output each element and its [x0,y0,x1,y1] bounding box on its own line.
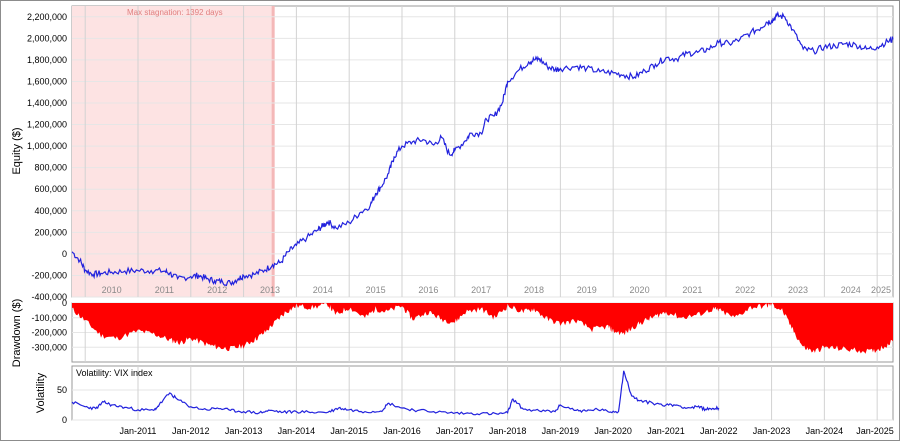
equity-y-tick-label: 1,800,000 [27,55,67,65]
stagnation-band [72,6,274,297]
volatility-panel: 0 50 Volatility: VIX index Volatility Jan… [35,365,894,436]
date-x-tick-label: Jan-2016 [383,426,421,436]
equity-year-label: 2022 [735,285,755,295]
equity-year-label: 2011 [155,285,174,295]
date-x-tick-label: Jan-2012 [172,426,210,436]
drawdown-y-tick-label: -200,000 [31,328,67,338]
drawdown-y-tick-label: 0 [62,298,67,308]
equity-year-label: 2014 [313,285,333,295]
equity-y-label: Equity ($) [11,127,23,174]
volatility-y-label: Volatility [35,372,47,413]
equity-y-tick-label: 600,000 [34,184,67,194]
equity-y-tick-label: -200,000 [31,270,67,280]
date-x-tick-label: Jan-2017 [436,426,474,436]
equity-y-tick-label: 2,200,000 [27,12,67,22]
equity-year-label: 2013 [260,285,280,295]
equity-y-tick-label: 1,000,000 [27,141,67,151]
volatility-y-tick-label: 50 [57,385,67,395]
drawdown-area [72,303,893,354]
date-x-tick-label: Jan-2020 [594,426,632,436]
drawdown-y-axis: 0 -100,000 -200,000 -300,000 [31,298,67,352]
date-x-tick-label: Jan-2018 [489,426,527,436]
equity-year-label: 2017 [471,285,491,295]
equity-y-tick-label: 1,200,000 [27,120,67,130]
volatility-line [71,370,720,416]
equity-year-label: 2012 [207,285,227,295]
equity-year-label: 2021 [682,285,702,295]
equity-y-tick-label: 200,000 [34,227,67,237]
volatility-plot-area [71,365,894,421]
volatility-y-axis: 0 50 [57,385,67,425]
volatility-legend: Volatility: VIX index [76,368,153,378]
equity-y-tick-label: -400,000 [31,292,67,302]
volatility-grid [72,366,893,421]
equity-panel: -400,000 -200,000 0 200,000 400,000 600,000 80… [11,5,894,302]
date-x-tick-label: Jan-2022 [700,426,738,436]
equity-y-tick-label: 0 [62,249,67,259]
equity-y-axis: -400,000 -200,000 0 200,000 400,000 600,000 80… [27,12,67,302]
date-x-tick-label: Jan-2025 [856,426,894,436]
equity-year-label: 2020 [630,285,650,295]
date-x-tick-label: Jan-2011 [120,426,157,436]
equity-year-label: 2015 [366,285,386,295]
date-x-tick-label: Jan-2014 [278,426,316,436]
date-x-tick-label: Jan-2024 [806,426,844,436]
equity-grid [72,6,893,298]
equity-y-tick-label: 2,000,000 [27,33,67,43]
drawdown-y-tick-label: -100,000 [31,313,67,323]
date-x-tick-label: Jan-2019 [542,426,580,436]
equity-year-label: 2025 [871,285,891,295]
equity-year-label: 2016 [418,285,438,295]
equity-y-tick-label: 1,600,000 [27,76,67,86]
date-x-tick-label: Jan-2023 [753,426,791,436]
date-x-tick-label: Jan-2021 [647,426,685,436]
date-x-axis: Jan-2011 Jan-2012 Jan-2013 Jan-2014 Jan-2015… [120,426,894,436]
equity-y-tick-label: 1,400,000 [27,98,67,108]
equity-year-label: 2018 [524,285,544,295]
equity-line [71,10,894,287]
equity-year-axis: 2010 2011 2012 2013 2014 2015 2016 2017 2018 2019… [102,285,891,295]
drawdown-y-tick-label: -300,000 [31,342,67,352]
equity-year-label: 2019 [577,285,597,295]
date-x-tick-label: Jan-2015 [330,426,368,436]
equity-year-label: 2024 [841,285,861,295]
equity-year-label: 2023 [788,285,808,295]
drawdown-panel: 0 -100,000 -200,000 -300,000 Drawdown ($) [11,298,894,367]
equity-y-tick-label: 400,000 [34,206,67,216]
drawdown-y-label: Drawdown ($) [11,299,23,367]
equity-y-tick-label: 800,000 [34,163,67,173]
volatility-y-tick-label: 0 [62,415,67,425]
stagnation-annotation: Max stagnation: 1392 days [127,8,223,17]
equity-year-label: 2010 [102,285,122,295]
date-x-tick-label: Jan-2013 [225,426,263,436]
